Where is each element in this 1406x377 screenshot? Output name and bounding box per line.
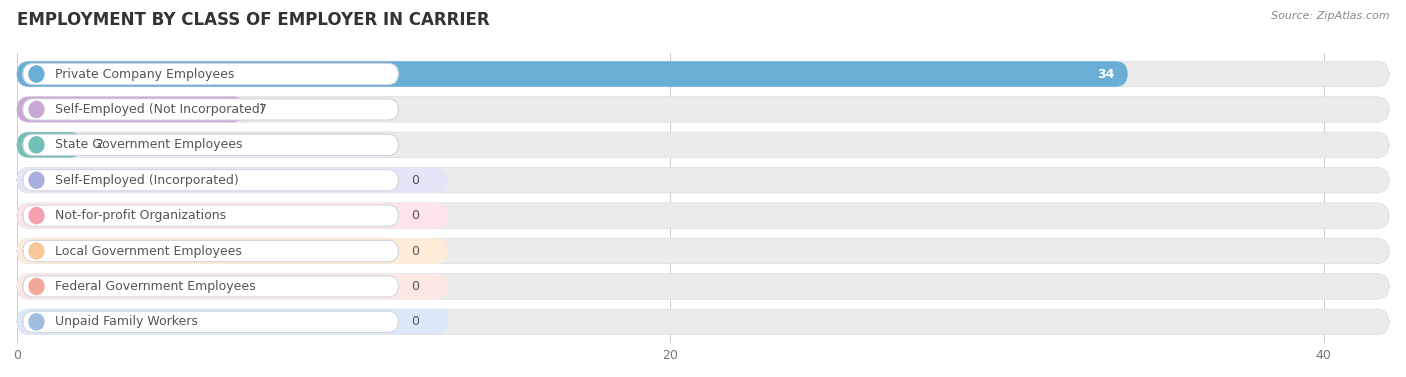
- Text: Local Government Employees: Local Government Employees: [55, 245, 242, 257]
- FancyBboxPatch shape: [17, 167, 449, 193]
- FancyBboxPatch shape: [22, 134, 398, 155]
- FancyBboxPatch shape: [17, 97, 246, 122]
- FancyBboxPatch shape: [22, 63, 398, 85]
- Circle shape: [30, 208, 44, 224]
- FancyBboxPatch shape: [22, 99, 398, 120]
- Text: Private Company Employees: Private Company Employees: [55, 67, 235, 81]
- Text: Self-Employed (Incorporated): Self-Employed (Incorporated): [55, 174, 239, 187]
- FancyBboxPatch shape: [17, 97, 1389, 122]
- Text: Federal Government Employees: Federal Government Employees: [55, 280, 256, 293]
- FancyBboxPatch shape: [17, 132, 82, 158]
- Circle shape: [30, 314, 44, 330]
- Text: 0: 0: [412, 209, 419, 222]
- Text: 0: 0: [412, 245, 419, 257]
- Text: 0: 0: [412, 174, 419, 187]
- FancyBboxPatch shape: [17, 238, 449, 264]
- Circle shape: [30, 243, 44, 259]
- Text: 2: 2: [96, 138, 103, 151]
- Text: State Government Employees: State Government Employees: [55, 138, 243, 151]
- Text: 7: 7: [259, 103, 267, 116]
- FancyBboxPatch shape: [17, 274, 449, 299]
- FancyBboxPatch shape: [22, 311, 398, 333]
- FancyBboxPatch shape: [22, 205, 398, 226]
- Circle shape: [30, 172, 44, 188]
- Text: 0: 0: [412, 280, 419, 293]
- Text: EMPLOYMENT BY CLASS OF EMPLOYER IN CARRIER: EMPLOYMENT BY CLASS OF EMPLOYER IN CARRI…: [17, 11, 489, 29]
- Text: 0: 0: [412, 315, 419, 328]
- FancyBboxPatch shape: [22, 170, 398, 191]
- FancyBboxPatch shape: [17, 238, 1389, 264]
- Text: Unpaid Family Workers: Unpaid Family Workers: [55, 315, 198, 328]
- Text: 34: 34: [1097, 67, 1115, 81]
- FancyBboxPatch shape: [17, 167, 1389, 193]
- Circle shape: [30, 137, 44, 153]
- Text: Self-Employed (Not Incorporated): Self-Employed (Not Incorporated): [55, 103, 264, 116]
- FancyBboxPatch shape: [22, 241, 398, 262]
- Text: Source: ZipAtlas.com: Source: ZipAtlas.com: [1271, 11, 1389, 21]
- FancyBboxPatch shape: [17, 61, 1128, 87]
- Circle shape: [30, 101, 44, 118]
- FancyBboxPatch shape: [17, 203, 1389, 228]
- FancyBboxPatch shape: [17, 274, 1389, 299]
- FancyBboxPatch shape: [17, 132, 1389, 158]
- Circle shape: [30, 278, 44, 294]
- FancyBboxPatch shape: [17, 61, 1389, 87]
- Circle shape: [30, 66, 44, 82]
- Text: Not-for-profit Organizations: Not-for-profit Organizations: [55, 209, 226, 222]
- FancyBboxPatch shape: [17, 309, 449, 334]
- FancyBboxPatch shape: [17, 203, 449, 228]
- FancyBboxPatch shape: [22, 276, 398, 297]
- FancyBboxPatch shape: [17, 309, 1389, 334]
